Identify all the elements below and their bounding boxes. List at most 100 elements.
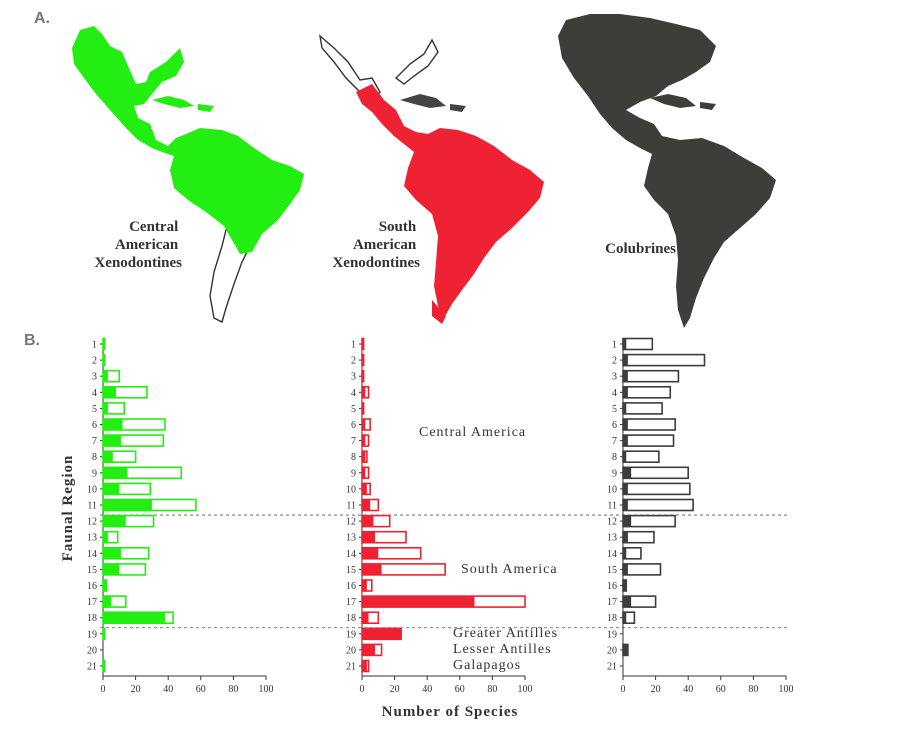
y-tick-label: 8 (612, 452, 617, 463)
bar-filled (362, 596, 475, 608)
y-tick-label: 2 (612, 356, 617, 367)
y-tick-label: 16 (87, 581, 97, 592)
region-label-central-america: Central America (419, 425, 526, 440)
map-south-american-xenodontines: South American Xenodontines (318, 34, 544, 324)
x-axis-title: Number of Species (382, 704, 519, 720)
panel-label-a: A. (34, 10, 50, 27)
bar-total (622, 385, 672, 399)
y-tick-label: 16 (607, 581, 617, 592)
bar-filled (362, 483, 367, 495)
bar-filled (362, 354, 364, 366)
y-tick-label: 13 (346, 533, 356, 544)
bar-filled (103, 402, 108, 414)
y-tick-label: 18 (87, 613, 97, 624)
bar-filled (362, 547, 379, 559)
region-label-lesser-antilles: Lesser Antilles (453, 642, 552, 657)
y-tick-label: 10 (607, 484, 617, 495)
x-tick-label: 0 (360, 684, 365, 695)
map-central-american-xenodontines: Central American Xenodontines (72, 26, 304, 324)
bar-filled (362, 419, 366, 430)
bar-filled (623, 580, 627, 591)
bar-filled (623, 563, 628, 575)
bar-filled (362, 660, 367, 672)
bar-filled (103, 499, 152, 511)
bar-total (622, 482, 691, 496)
y-tick-label: 4 (92, 388, 97, 399)
bar-filled (623, 612, 627, 624)
x-tick-label: 60 (716, 684, 726, 695)
bar-filled (103, 628, 105, 640)
map-shape (356, 84, 544, 318)
bar-total (622, 466, 689, 480)
y-tick-label: 1 (612, 340, 617, 351)
bar-filled (623, 467, 632, 479)
y-tick-label: 3 (612, 372, 617, 383)
y-tick-label: 19 (607, 629, 617, 640)
y-tick-label: 5 (351, 404, 356, 415)
y-tick-label: 8 (351, 452, 356, 463)
y-tick-label: 9 (92, 468, 97, 479)
bar-filled (103, 596, 112, 608)
x-tick-label: 20 (390, 684, 400, 695)
bar-filled (103, 612, 165, 624)
bar-filled (103, 370, 108, 382)
bar-total (622, 369, 680, 383)
y-tick-label: 15 (87, 565, 97, 576)
y-tick-label: 20 (87, 645, 97, 656)
bar-filled (623, 370, 628, 382)
map-label: South American Xenodontines (332, 219, 420, 271)
bar-total (622, 498, 694, 512)
y-tick-label: 10 (87, 484, 97, 495)
y-tick-label: 15 (346, 565, 356, 576)
y-axis-title: Faunal Region (60, 455, 76, 562)
bar-filled (103, 338, 105, 350)
bar-filled (362, 531, 376, 543)
x-tick-label: 20 (651, 684, 661, 695)
region-label-galapagos: Galapagos (453, 658, 521, 673)
bar-filled (362, 580, 367, 591)
y-tick-label: 19 (87, 629, 97, 640)
map-label-line: Xenodontines (332, 255, 420, 271)
x-tick-label: 40 (163, 684, 173, 695)
bar-total (622, 434, 675, 447)
y-tick-label: 13 (87, 533, 97, 544)
y-tick-label: 20 (607, 645, 617, 656)
y-tick-label: 14 (607, 549, 617, 560)
y-tick-label: 10 (346, 484, 356, 495)
map-label: Central American Xenodontines (94, 219, 182, 271)
y-tick-label: 4 (612, 388, 617, 399)
bar-filled (362, 628, 402, 640)
bar-filled (103, 386, 117, 398)
y-tick-label: 6 (92, 420, 97, 431)
y-tick-label: 2 (351, 356, 356, 367)
y-tick-label: 18 (346, 613, 356, 624)
map-shape (558, 14, 776, 328)
x-tick-label: 40 (422, 684, 432, 695)
map-label-line: American (115, 237, 179, 253)
bar-filled (362, 563, 382, 575)
bar-filled (362, 370, 364, 382)
x-tick-label: 0 (621, 684, 626, 695)
y-tick-label: 17 (87, 597, 97, 608)
x-tick-label: 100 (518, 684, 533, 695)
y-tick-label: 14 (87, 549, 97, 560)
bar-filled (362, 499, 371, 511)
y-tick-label: 11 (346, 501, 356, 512)
y-tick-label: 4 (351, 388, 356, 399)
y-tick-label: 13 (607, 533, 617, 544)
bar-filled (623, 402, 627, 414)
bar-filled (623, 419, 628, 430)
y-tick-label: 12 (607, 517, 617, 528)
x-tick-label: 80 (487, 684, 497, 695)
bar-filled (623, 644, 628, 656)
island (450, 104, 466, 112)
x-tick-label: 100 (779, 684, 794, 695)
x-tick-label: 100 (259, 684, 274, 695)
bar-total (622, 563, 662, 576)
bar-filled (623, 338, 627, 350)
region-label-greater-antilles: Greater Antilles (453, 626, 558, 641)
bar-filled (362, 435, 366, 447)
y-tick-label: 12 (87, 517, 97, 528)
map-label: Colubrines (605, 241, 676, 257)
